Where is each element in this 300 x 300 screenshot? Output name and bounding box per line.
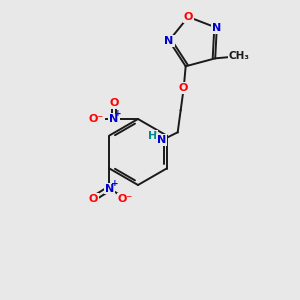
Text: +: + bbox=[114, 110, 122, 118]
Text: +: + bbox=[111, 179, 118, 188]
Text: O: O bbox=[109, 98, 119, 108]
Text: O: O bbox=[179, 83, 188, 93]
Text: N: N bbox=[164, 36, 174, 46]
Text: N: N bbox=[157, 135, 166, 145]
Text: O: O bbox=[184, 12, 193, 22]
Text: O⁻: O⁻ bbox=[88, 114, 104, 124]
Text: H: H bbox=[148, 131, 157, 141]
Text: CH₃: CH₃ bbox=[229, 51, 250, 62]
Text: N: N bbox=[212, 23, 221, 33]
Text: N: N bbox=[110, 114, 118, 124]
Text: O⁻: O⁻ bbox=[118, 194, 133, 203]
Text: N: N bbox=[105, 184, 114, 194]
Text: O: O bbox=[89, 194, 98, 203]
